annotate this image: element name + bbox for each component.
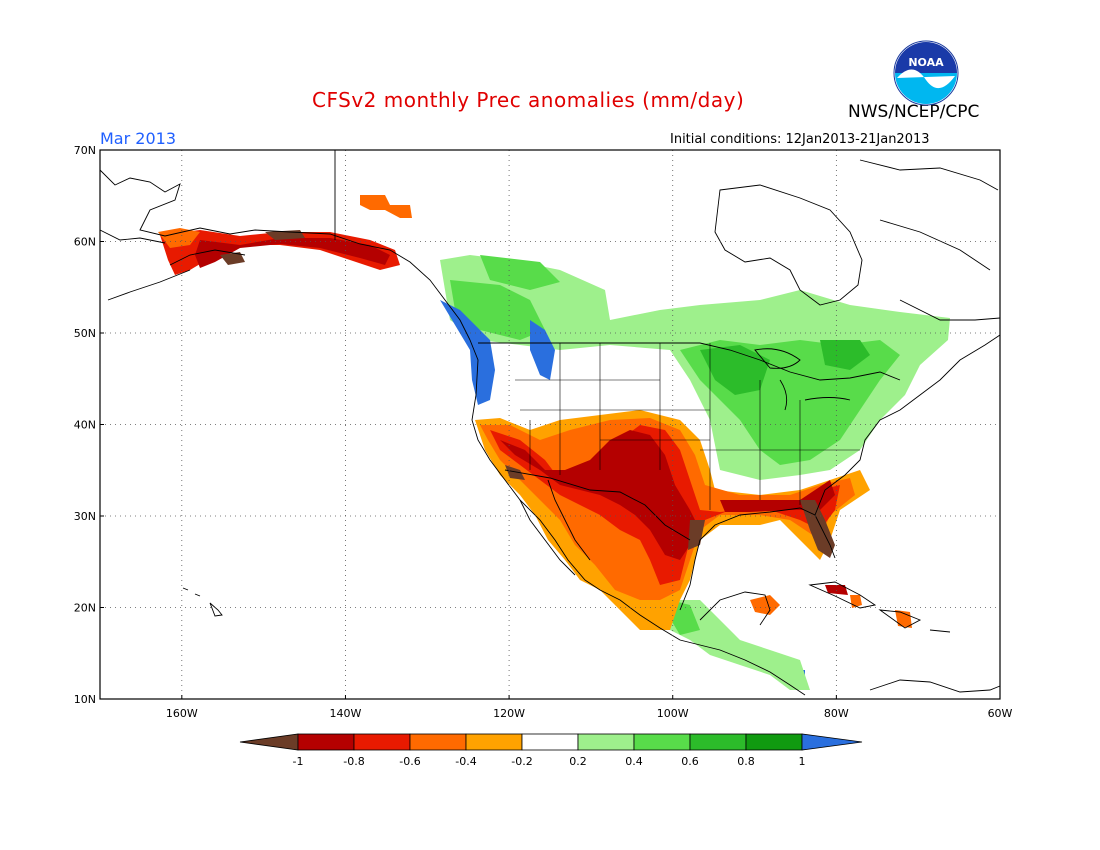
anomaly-patch [500, 430, 700, 560]
colorbar-label: -0.2 [511, 755, 532, 768]
lon-tick-label: 100W [657, 707, 689, 720]
anomaly-patch [195, 238, 390, 268]
anomaly-patch [530, 320, 555, 380]
anomaly-patch [440, 300, 495, 405]
lon-tick-labels: 160W 140W 120W 100W 80W 60W [166, 695, 1013, 720]
colorbar-arrow-low [239, 733, 299, 751]
noaa-logo: NOAA [893, 40, 959, 106]
lon-tick-label: 80W [824, 707, 849, 720]
colorbar-label: 0.4 [625, 755, 643, 768]
lat-tick-label: 20N [74, 602, 96, 615]
lat-tick-label: 10N [74, 693, 96, 706]
lon-tick-label: 120W [493, 707, 525, 720]
colorbar-swatch [353, 733, 411, 751]
graticule [100, 150, 1000, 699]
organization-label: NWS/NCEP/CPC [848, 102, 980, 122]
coastlines [99, 150, 1001, 696]
logo-text: NOAA [908, 56, 944, 69]
chart-title: CFSv2 monthly Prec anomalies (mm/day) [312, 88, 745, 112]
lon-tick-label: 60W [988, 707, 1013, 720]
colorbar-swatch [521, 733, 579, 751]
colorbar-label: 1 [799, 755, 806, 768]
anomaly-patch [820, 340, 870, 370]
initial-conditions-label: Initial conditions: 12Jan2013-21Jan2013 [670, 132, 930, 147]
anomaly-patch [220, 252, 245, 265]
colorbar-arrow-high [801, 733, 863, 751]
colorbar-swatch [633, 733, 691, 751]
colorbar-swatch [465, 733, 523, 751]
colorbar-swatch [409, 733, 467, 751]
anomaly-patch [688, 520, 705, 550]
anomaly-patch [505, 465, 525, 480]
lon-tick-label: 160W [166, 707, 198, 720]
colorbar-label: 0.6 [681, 755, 699, 768]
colorbar-label: 0.2 [569, 755, 587, 768]
colorbar-swatch [689, 733, 747, 751]
anomaly-patch [660, 600, 810, 690]
anomaly-patch [800, 500, 835, 558]
colorbar-label: 0.8 [737, 755, 755, 768]
colorbar-label: -0.6 [399, 755, 420, 768]
lat-tick-labels: 70N 60N 50N 40N 30N 20N 10N [74, 144, 104, 706]
lat-tick-label: 70N [74, 144, 96, 157]
colorbar-swatch [745, 733, 803, 751]
anomaly-patch [360, 195, 412, 218]
anomaly-patch [480, 255, 560, 290]
lat-tick-label: 30N [74, 510, 96, 523]
colorbar-swatch [297, 733, 355, 751]
anomaly-patch [750, 595, 780, 615]
colorbar-label: -1 [293, 755, 304, 768]
colorbar-label: -0.4 [455, 755, 476, 768]
period-label: Mar 2013 [100, 129, 176, 148]
lat-tick-label: 50N [74, 327, 96, 340]
lat-tick-label: 40N [74, 419, 96, 432]
colorbar-swatch [577, 733, 635, 751]
lon-tick-label: 140W [330, 707, 362, 720]
anomaly-patch [158, 228, 200, 248]
lat-tick-label: 60N [74, 236, 96, 249]
colorbar-label: -0.8 [343, 755, 364, 768]
